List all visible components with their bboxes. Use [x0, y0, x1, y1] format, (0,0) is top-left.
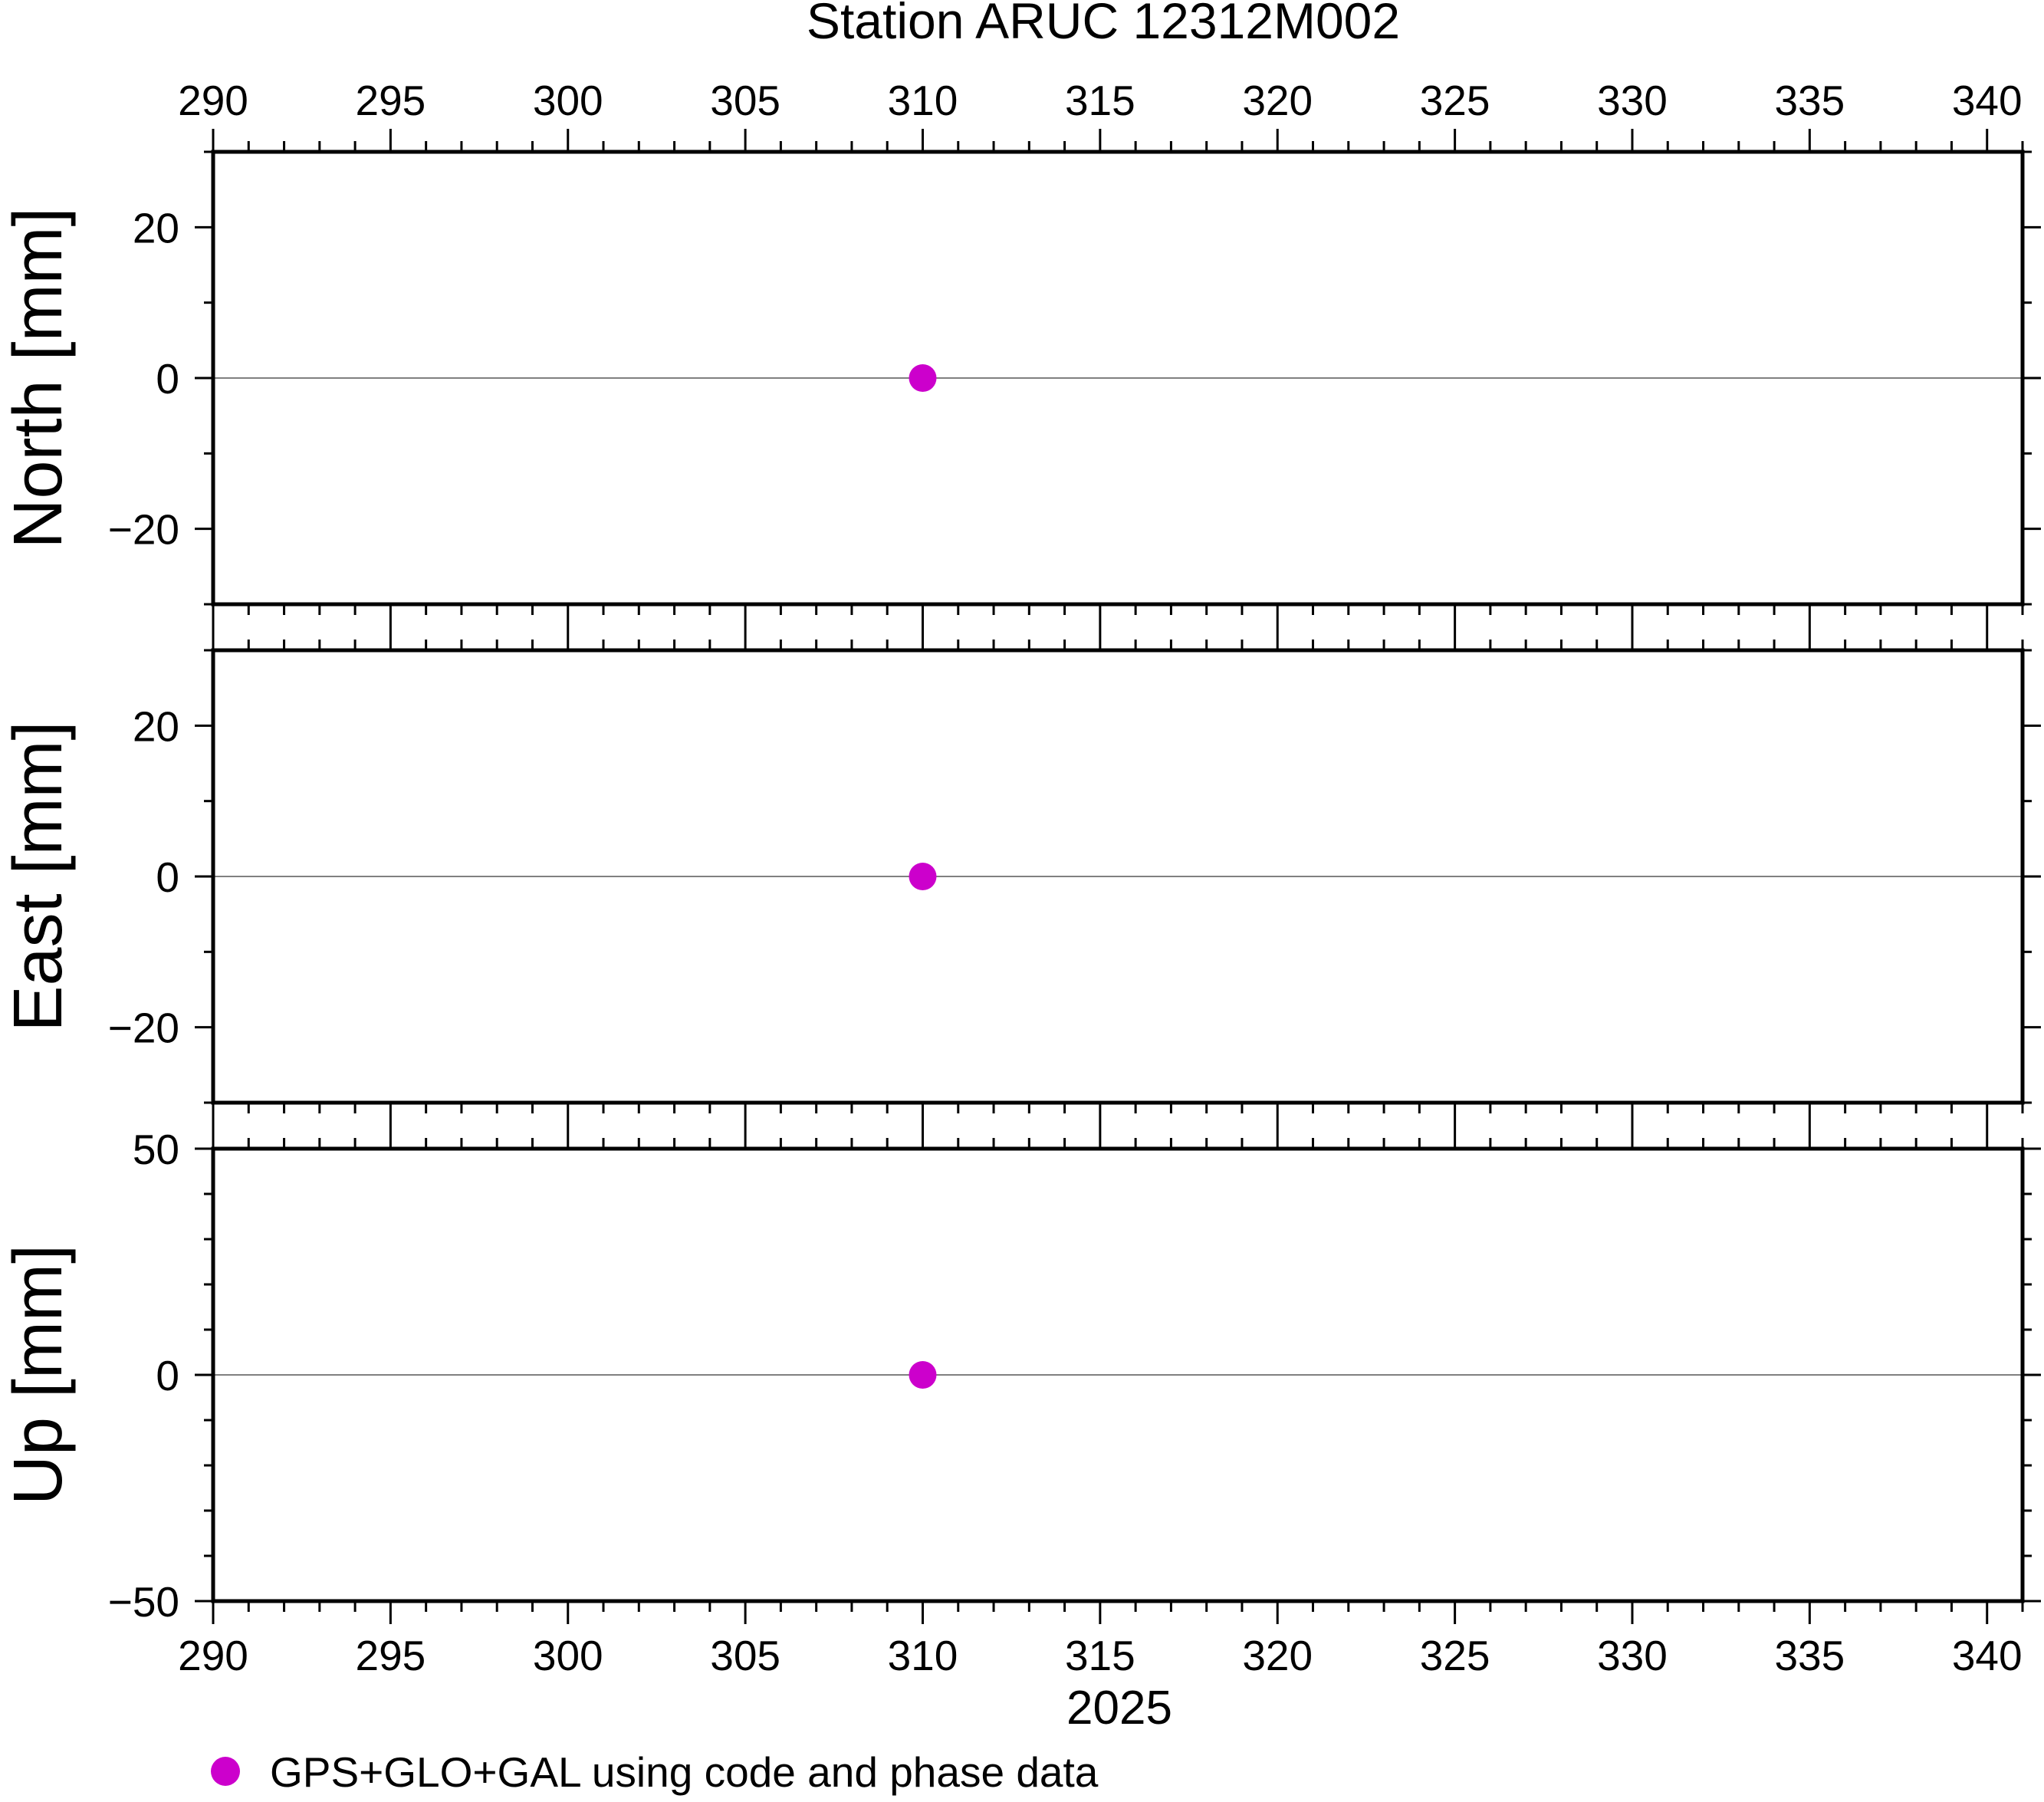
x-tick-label-bottom: 325 [1420, 1632, 1490, 1679]
data-point [909, 1361, 937, 1389]
x-tick-label-bottom: 330 [1597, 1632, 1668, 1679]
y-tick-label: 20 [133, 204, 179, 252]
y-tick-label: 0 [156, 355, 179, 403]
x-tick-label-bottom: 315 [1065, 1632, 1135, 1679]
legend-label: GPS+GLO+GAL using code and phase data [270, 1748, 1099, 1796]
panel-0: −20 0 20 North [mm] [0, 129, 2041, 627]
y-tick-label: −20 [108, 1005, 179, 1052]
legend: GPS+GLO+GAL using code and phase data [211, 1748, 1099, 1796]
data-point [909, 364, 937, 392]
y-tick-label: 0 [156, 853, 179, 901]
x-tick-label-bottom: 335 [1774, 1632, 1845, 1679]
x-tick-label-bottom: 300 [533, 1632, 603, 1679]
y-axis-label: North [mm] [0, 207, 77, 548]
y-tick-label: 0 [156, 1352, 179, 1399]
x-tick-label-top: 305 [710, 77, 780, 124]
x-tick-label-top: 295 [355, 77, 426, 124]
x-tick-label-bottom: 295 [355, 1632, 426, 1679]
x-tick-label-top: 290 [178, 77, 248, 124]
x-tick-label-bottom: 290 [178, 1632, 248, 1679]
x-tick-label-top: 310 [888, 77, 958, 124]
x-tick-label-bottom: 340 [1952, 1632, 2023, 1679]
y-tick-label: −20 [108, 506, 179, 554]
chart-title: Station ARUC 12312M002 [807, 0, 1400, 49]
x-tick-label-top: 325 [1420, 77, 1490, 124]
x-tick-label-top: 300 [533, 77, 603, 124]
panel-2: −50 0 50 Up [mm] [0, 1126, 2041, 1626]
x-tick-label-top: 335 [1774, 77, 1845, 124]
x-tick-label-top: 320 [1242, 77, 1313, 124]
x-tick-label-top: 315 [1065, 77, 1135, 124]
y-axis-label: Up [mm] [0, 1245, 77, 1505]
x-axis-label: 2025 [1066, 1682, 1172, 1735]
panels: −20 0 20 North [mm] −20 0 20 East [mm] −50 0 50 Up … [0, 77, 2041, 1679]
x-tick-label-top: 340 [1952, 77, 2023, 124]
data-point [909, 863, 937, 890]
x-tick-label-top: 330 [1597, 77, 1668, 124]
x-tick-label-bottom: 320 [1242, 1632, 1313, 1679]
x-tick-label-bottom: 305 [710, 1632, 780, 1679]
panel-1: −20 0 20 East [mm] [0, 627, 2041, 1126]
y-tick-label: 50 [133, 1126, 179, 1173]
y-axis-label: East [mm] [0, 721, 77, 1031]
y-tick-label: 20 [133, 702, 179, 750]
legend-marker [211, 1757, 240, 1786]
x-tick-label-bottom: 310 [888, 1632, 958, 1679]
y-tick-label: −50 [108, 1578, 179, 1626]
